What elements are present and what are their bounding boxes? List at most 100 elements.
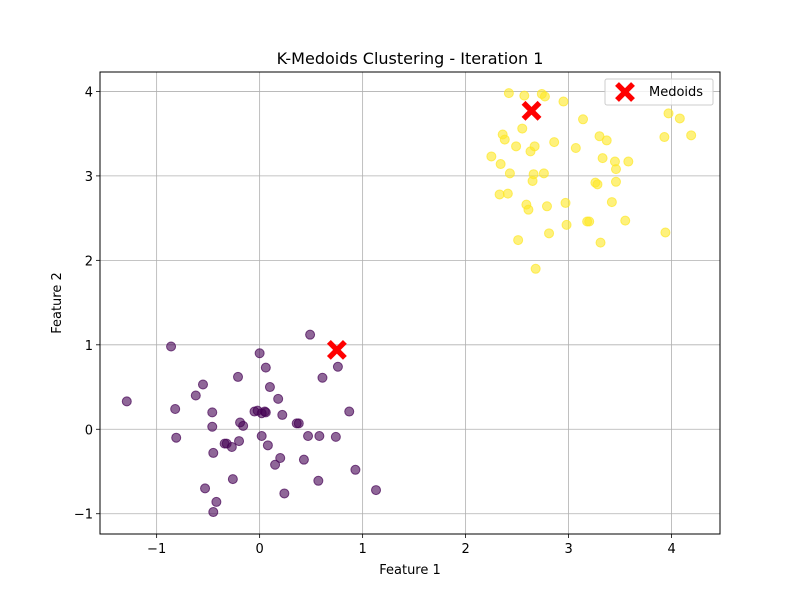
cluster-1-point: [499, 134, 510, 145]
grid: [100, 72, 720, 534]
cluster-1-point: [686, 130, 697, 141]
cluster-0-point: [314, 431, 325, 442]
cluster-1-point: [541, 201, 552, 212]
cluster-0-point: [234, 436, 245, 447]
cluster-0-point: [227, 474, 238, 485]
cluster-0-point: [207, 421, 218, 432]
cluster-1-point: [511, 141, 522, 152]
cluster-0-point: [207, 407, 218, 418]
cluster-0-point: [256, 431, 267, 442]
cluster-1-point: [601, 135, 612, 146]
cluster-1-point: [486, 151, 497, 162]
cluster-0-point: [270, 459, 281, 470]
cluster-0-point: [254, 348, 265, 359]
cluster-1-point: [594, 131, 605, 142]
y-tick-label: 3: [85, 170, 93, 185]
cluster-0-point: [264, 382, 275, 393]
cluster-0-point: [277, 409, 288, 420]
x-axis-label: Feature 1: [379, 563, 441, 578]
cluster-0-point: [211, 496, 222, 507]
x-tick-label: 2: [461, 542, 469, 557]
cluster-1-point: [592, 179, 603, 190]
cluster-0-point: [305, 329, 316, 340]
cluster-0-point: [279, 488, 290, 499]
cluster-1-point: [549, 137, 560, 148]
medoid-stroke: [326, 339, 347, 360]
cluster-0-point: [208, 447, 219, 458]
legend-x-icon: [615, 82, 635, 102]
cluster-1-point: [570, 143, 581, 154]
cluster-0-point: [273, 393, 284, 404]
medoid-stroke: [521, 100, 542, 121]
cluster-0-point: [260, 407, 271, 418]
cluster-1-point: [504, 168, 515, 179]
cluster-0-point: [171, 432, 182, 443]
cluster-1-point: [584, 216, 595, 227]
cluster-0-point: [262, 440, 273, 451]
cluster-1-point: [544, 228, 555, 239]
cluster-0-point: [170, 403, 181, 414]
cluster-1-point: [502, 188, 513, 199]
cluster-0-point: [303, 431, 314, 442]
cluster-1-point: [538, 168, 549, 179]
x-tick-label: 4: [667, 542, 675, 557]
cluster-1-point: [495, 159, 506, 170]
cluster-0-point: [332, 361, 343, 372]
cluster-1-point: [523, 204, 534, 215]
cluster-1-point: [530, 263, 541, 274]
cluster-0-point: [330, 431, 341, 442]
cluster-0-point: [233, 371, 244, 382]
cluster-1-point: [660, 227, 671, 238]
cluster-0-point: [371, 485, 382, 496]
y-tick-label: 4: [85, 85, 93, 100]
cluster-1-point: [620, 215, 631, 226]
cluster-0-point: [313, 475, 324, 486]
axis-ticks: −1 0 1 2 3 4 −1 0 1 2 3 4: [74, 85, 676, 557]
x-tick-label: 0: [255, 542, 263, 557]
medoid-x-icon: [521, 100, 542, 121]
cluster-1-point: [674, 113, 685, 124]
cluster-1-point: [610, 176, 621, 187]
y-tick-label: −1: [74, 508, 93, 523]
y-tick-label: 0: [85, 423, 93, 438]
y-tick-label: 1: [85, 339, 93, 354]
cluster-1-point: [663, 108, 674, 119]
cluster-1-point: [539, 91, 550, 102]
legend: Medoids: [604, 78, 714, 106]
x-tick-label: −1: [147, 542, 166, 557]
cluster-1-point: [529, 141, 540, 152]
cluster-1-point: [558, 96, 569, 107]
cluster-1-point: [623, 156, 634, 167]
legend-label-medoids: Medoids: [649, 85, 703, 100]
cluster-0-point: [350, 464, 361, 475]
cluster-0-point: [208, 507, 219, 518]
cluster-1-point: [597, 153, 608, 164]
cluster-1-point: [503, 88, 514, 99]
cluster-1-point: [561, 219, 572, 230]
cluster-0-point: [190, 390, 201, 401]
legend-medoid-marker: [615, 82, 635, 102]
plot-frame: [99, 71, 721, 535]
cluster-0-point: [166, 341, 177, 352]
data-points: [121, 88, 697, 518]
cluster-0-point: [200, 483, 211, 494]
cluster-0-point: [226, 442, 237, 453]
medoid-x-icon: [326, 339, 347, 360]
cluster-1-point: [517, 123, 528, 134]
cluster-0-point: [344, 406, 355, 417]
medoid-stroke: [615, 82, 635, 102]
cluster-1-point: [659, 132, 670, 143]
cluster-0-point: [197, 379, 208, 390]
cluster-1-point: [513, 235, 524, 246]
y-tick-label: 2: [85, 254, 93, 269]
cluster-0-point: [260, 362, 271, 373]
cluster-0-point: [293, 418, 304, 429]
y-axis-label: Feature 2: [50, 272, 65, 334]
cluster-0-point: [238, 420, 249, 431]
cluster-1-point: [519, 90, 530, 101]
cluster-1-point: [606, 197, 617, 208]
medoid-markers: [326, 100, 542, 360]
cluster-0-point: [121, 396, 132, 407]
cluster-0-point: [317, 372, 328, 383]
